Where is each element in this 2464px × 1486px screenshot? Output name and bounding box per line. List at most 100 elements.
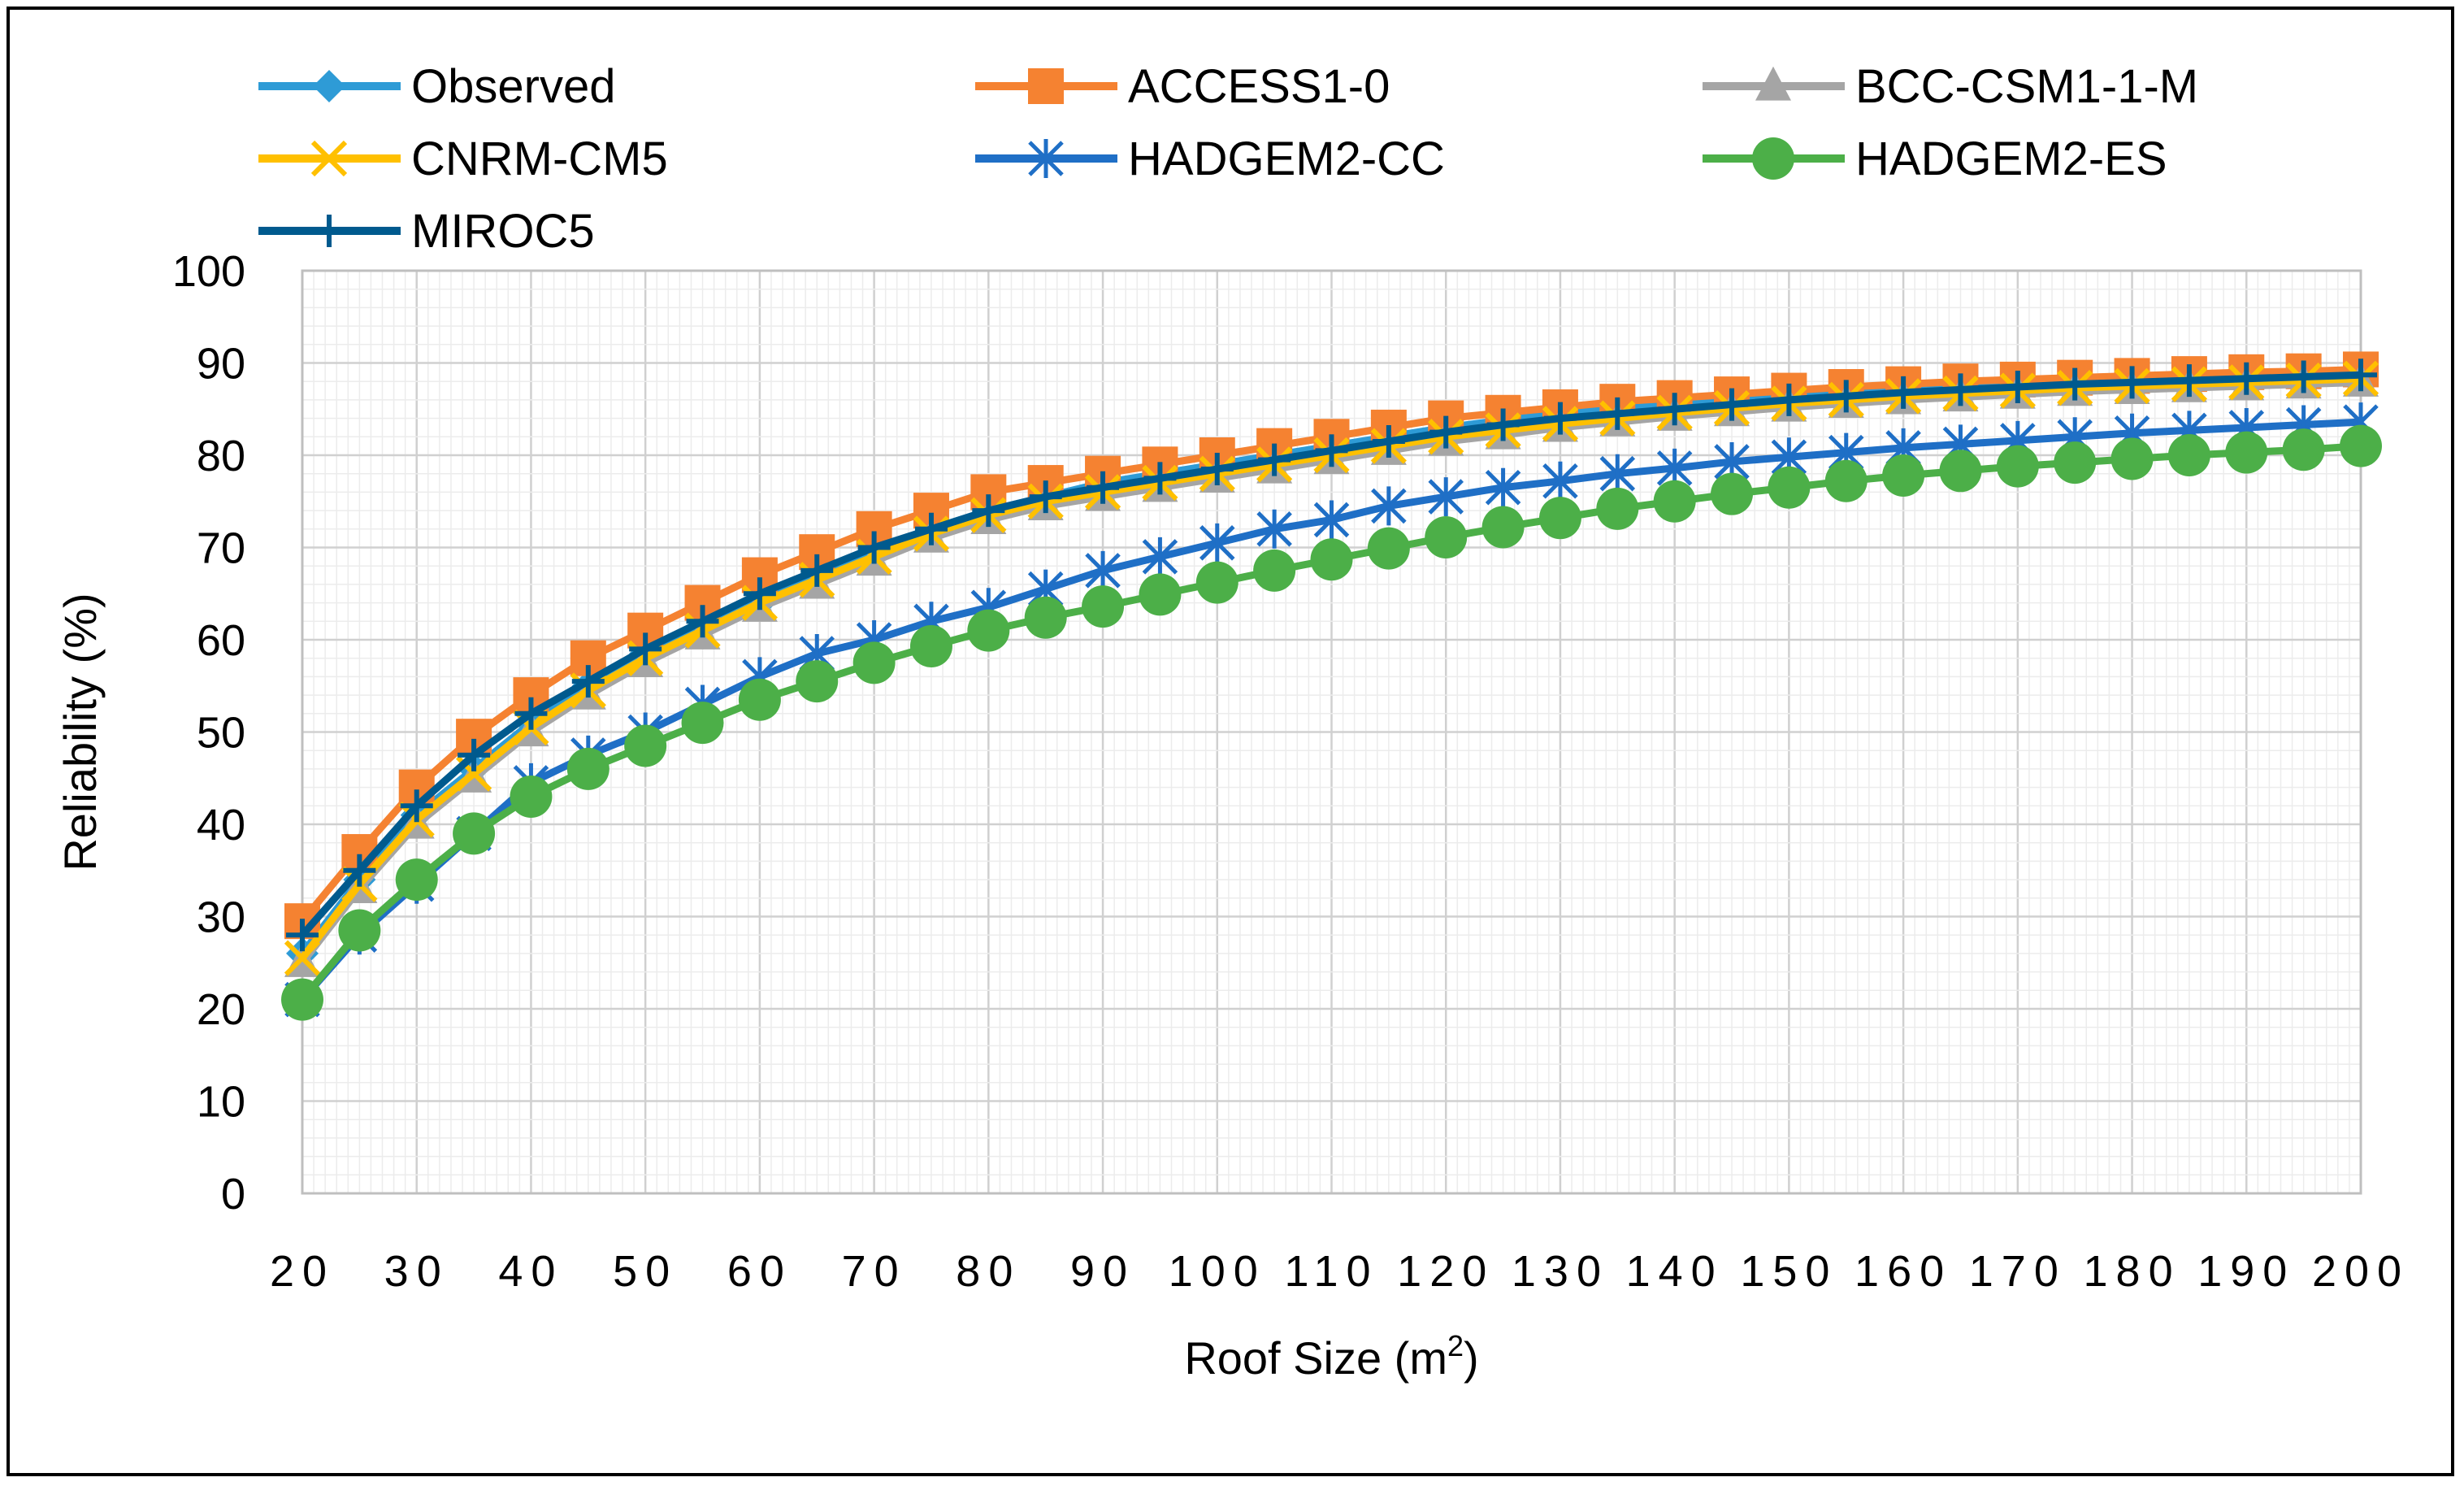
legend-item: CNRM-CM5 (258, 133, 668, 185)
data-point (1195, 561, 1239, 604)
data-point (2282, 428, 2325, 471)
data-point (1599, 454, 1636, 493)
data-point (1996, 445, 2039, 488)
legend-item: BCC-CSM1-1-M (1703, 60, 2198, 113)
legend-item: ACCESS1-0 (975, 60, 1390, 113)
data-point (1658, 393, 1691, 426)
x-axis-title: Roof Size (m2) (1184, 1329, 1478, 1384)
data-point (458, 738, 491, 771)
y-axis-title: Reliability (%) (54, 593, 106, 871)
legend-label: BCC-CSM1-1-M (1855, 60, 2198, 113)
legend-label: Observed (411, 60, 615, 113)
legend-item: Observed (258, 60, 615, 113)
data-point (2115, 366, 2149, 399)
data-point (1601, 397, 1634, 430)
data-point (914, 512, 948, 545)
x-tick-label: 170 (1969, 1247, 2067, 1296)
data-point (1082, 585, 1125, 628)
data-point (1596, 487, 1639, 530)
data-point (857, 531, 891, 564)
plot-area-border (301, 269, 2362, 1195)
data-point (338, 909, 381, 952)
data-point (2230, 362, 2263, 395)
y-axis-ticks: 0 10 20 30 40 50 60 70 80 90 100 (172, 247, 245, 1219)
x-axis-title-main: Roof Size (m (1184, 1332, 1447, 1384)
x-axis-title-superscript: 2 (1447, 1329, 1464, 1362)
data-point (1882, 454, 1925, 497)
x-tick-label: 70 (842, 1247, 907, 1296)
data-point (2054, 441, 2097, 484)
data-point (514, 697, 548, 730)
data-point (1542, 461, 1578, 501)
legend-label: CNRM-CM5 (411, 133, 668, 185)
data-point (2225, 431, 2268, 474)
data-point (2287, 360, 2320, 393)
y-tick-label: 30 (197, 893, 245, 942)
x-tick-label: 140 (1626, 1247, 1724, 1296)
x-tick-label: 20 (270, 1247, 335, 1296)
legend-item: HADGEM2-CC (975, 133, 1445, 185)
y-tick-label: 0 (221, 1170, 245, 1219)
data-point (281, 978, 323, 1021)
data-point (1716, 388, 1749, 421)
data-point (1199, 523, 1235, 563)
y-tick-label: 90 (197, 340, 245, 389)
data-point (2001, 371, 2034, 404)
data-point (1543, 402, 1577, 435)
data-point (1313, 500, 1350, 540)
data-point (1829, 380, 1863, 413)
data-point (1315, 434, 1348, 467)
data-point (1887, 376, 1920, 409)
data-point (1024, 596, 1067, 639)
data-point (1085, 550, 1121, 590)
data-point (1310, 538, 1353, 581)
y-tick-label: 100 (172, 247, 245, 296)
data-point (1253, 549, 1296, 592)
data-point (2340, 424, 2382, 467)
x-tick-label: 180 (2084, 1247, 2181, 1296)
legend-item: MIROC5 (258, 205, 595, 258)
data-point (2345, 358, 2377, 392)
data-point (510, 775, 553, 818)
data-point (1425, 516, 1468, 559)
data-point (1143, 462, 1177, 495)
legend: Observed ACCESS1-0 BCC-CSM1-1-M CNRM-CM5 HAD… (258, 60, 2198, 258)
data-point (1029, 480, 1062, 514)
legend-label: MIROC5 (411, 205, 595, 258)
y-tick-label: 20 (197, 985, 245, 1034)
data-point (1200, 453, 1234, 486)
data-point (1939, 450, 1982, 493)
data-point (1486, 408, 1520, 441)
y-tick-label: 40 (197, 801, 245, 849)
y-tick-label: 10 (197, 1078, 245, 1127)
data-point (1429, 415, 1463, 449)
data-point (1772, 383, 1806, 416)
x-tick-label: 200 (2312, 1247, 2410, 1296)
data-point (395, 858, 438, 902)
data-point (1944, 373, 1977, 406)
data-point (1824, 459, 1868, 502)
chart-frame (7, 7, 2454, 1476)
data-point (566, 747, 609, 790)
data-point (738, 678, 781, 721)
data-point (1256, 509, 1292, 549)
data-point (2172, 364, 2206, 398)
x-tick-label: 100 (1169, 1247, 1266, 1296)
data-point (1367, 527, 1410, 570)
x-axis-ticks: 20 30 40 50 60 70 80 90 100 110 120 130 140 150 160 170… (270, 1247, 2410, 1296)
data-point (286, 919, 319, 952)
data-point (284, 940, 321, 976)
y-tick-label: 70 (197, 524, 245, 573)
data-point (800, 554, 834, 587)
y-tick-label: 60 (197, 616, 245, 665)
data-point (1653, 480, 1696, 523)
data-point (1372, 424, 1405, 458)
series-miroc5 (286, 358, 2377, 952)
data-point (343, 854, 376, 887)
legend-item: HADGEM2-ES (1703, 133, 2167, 185)
y-tick-label: 50 (197, 709, 245, 758)
data-point (1371, 486, 1407, 526)
data-point (681, 702, 724, 745)
legend-label: HADGEM2-ES (1855, 133, 2167, 185)
